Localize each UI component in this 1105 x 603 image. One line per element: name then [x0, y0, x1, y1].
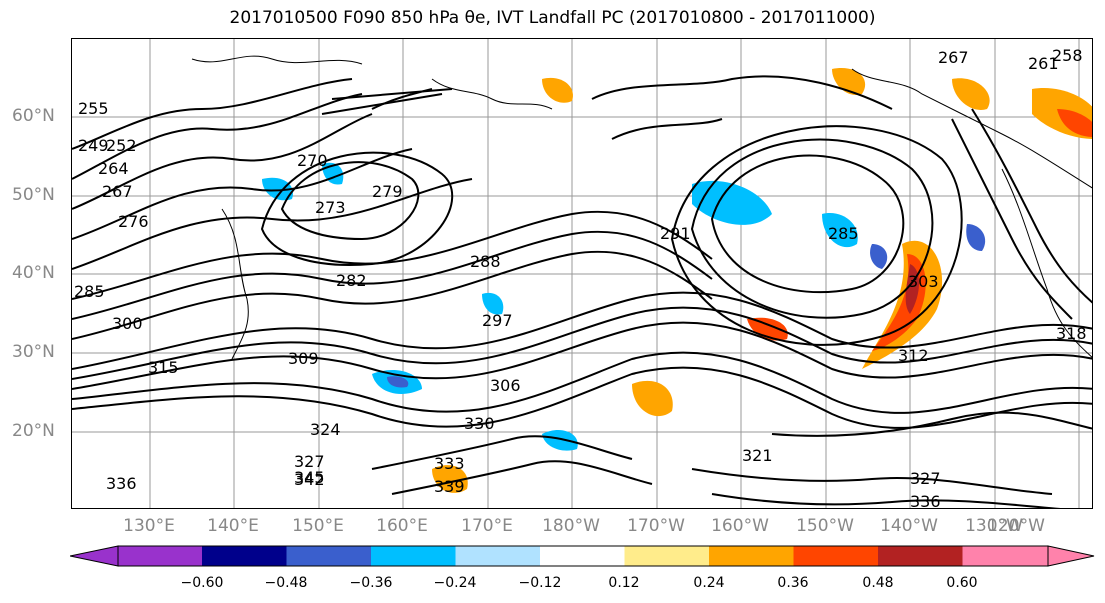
colorbar-tick: −0.12 — [518, 575, 562, 591]
contour-label: 330 — [464, 414, 495, 433]
colorbar-segment — [286, 546, 371, 566]
contour-label: 300 — [112, 314, 143, 333]
colorbar-segment — [371, 546, 456, 566]
contour-label: 264 — [98, 159, 129, 178]
lat-label-50n: 50°N — [12, 185, 55, 205]
lon-label-130e: 130°E — [123, 516, 175, 536]
lon-label-170w: 170°W — [627, 516, 685, 536]
lon-label-130w: 130°W — [965, 516, 1023, 536]
colorbar-segment — [455, 546, 540, 566]
contour-label: 291 — [660, 224, 691, 243]
contour-label: 255 — [78, 99, 109, 118]
colorbar — [70, 545, 1095, 567]
contour-label: 339 — [434, 477, 465, 496]
contour-label: 318 — [1056, 324, 1087, 343]
contour-label: 327 — [294, 452, 325, 471]
lat-label-30n: 30°N — [12, 342, 55, 362]
contour-label: 324 — [310, 420, 341, 439]
contour-label: 282 — [336, 271, 367, 290]
contour-label: 312 — [898, 346, 929, 365]
lat-label-40n: 40°N — [12, 263, 55, 283]
colorbar-extend-min — [70, 545, 119, 567]
lon-label-140e: 140°E — [207, 516, 259, 536]
colorbar-tick: −0.48 — [264, 575, 308, 591]
theta-e-contours — [72, 75, 1092, 508]
colorbar-segment — [962, 546, 1048, 566]
contour-label: 309 — [288, 349, 319, 368]
contour-label: 258 — [1052, 46, 1083, 65]
lon-label-150e: 150°E — [292, 516, 344, 536]
colorbar-segment — [202, 546, 287, 566]
contour-label: 303 — [908, 272, 939, 291]
contour-label: 273 — [315, 198, 346, 217]
colorbar-segment — [540, 546, 625, 566]
contour-label: 333 — [434, 454, 465, 473]
colorbar-tick: 0.24 — [693, 575, 725, 591]
contour-label: 315 — [148, 358, 179, 377]
contour-label: 297 — [482, 311, 513, 330]
contour-label: 342 — [294, 470, 325, 489]
contour-label: 321 — [742, 446, 773, 465]
contour-label: 249 — [78, 136, 109, 155]
lon-label-170e: 170°E — [461, 516, 513, 536]
contour-label: 279 — [372, 182, 403, 201]
colorbar-tick: −0.60 — [180, 575, 224, 591]
colorbar-tick: −0.24 — [433, 575, 477, 591]
colorbar-tick: 0.60 — [946, 575, 978, 591]
map-title: 2017010500 F090 850 hPa θe, IVT Landfall… — [229, 8, 876, 28]
contour-label: 276 — [118, 212, 149, 231]
coastlines — [191, 55, 1092, 360]
lon-label-180w: 180°W — [542, 516, 600, 536]
lon-label-160e: 160°E — [376, 516, 428, 536]
lon-label-160w: 160°W — [711, 516, 769, 536]
lon-label-150w: 150°W — [796, 516, 854, 536]
colorbar-tick: 0.36 — [777, 575, 809, 591]
contour-label: 285 — [828, 224, 859, 243]
colorbar-tick: 0.48 — [862, 575, 894, 591]
contour-label: 345 — [294, 468, 325, 487]
colorbar-segment — [878, 546, 963, 566]
lat-label-60n: 60°N — [12, 106, 55, 126]
contour-value-labels: 255 249 252 264 267 276 285 300 315 270 … — [74, 46, 1087, 509]
colorbar-segment — [118, 546, 202, 566]
colorbar-segment — [624, 546, 709, 566]
contour-label: 288 — [470, 252, 501, 271]
contour-label: 261 — [1028, 54, 1059, 73]
contour-label: 270 — [297, 151, 328, 170]
map-panel: 255 249 252 264 267 276 285 300 315 270 … — [71, 38, 1093, 509]
colorbar-segment — [709, 546, 794, 566]
contour-label: 267 — [938, 48, 969, 67]
contour-label: 267 — [102, 182, 133, 201]
colorbar-outline — [117, 545, 1049, 567]
lat-label-20n: 20°N — [12, 421, 55, 441]
colorbar-segment — [793, 546, 878, 566]
ivt-shading — [262, 68, 1092, 493]
colorbar-segments — [70, 545, 1095, 567]
contour-map: 255 249 252 264 267 276 285 300 315 270 … — [72, 39, 1092, 509]
contour-label: 327 — [910, 469, 941, 488]
contour-label: 252 — [106, 136, 137, 155]
colorbar-tick: 0.12 — [608, 575, 640, 591]
contour-label: 336 — [910, 492, 941, 509]
contour-label: 336 — [106, 474, 137, 493]
lon-label-120w: 120°W — [987, 516, 1045, 536]
lon-label-140w: 140°W — [880, 516, 938, 536]
contour-label: 306 — [490, 376, 521, 395]
colorbar-extend-max — [1047, 545, 1095, 567]
colorbar-tick: −0.36 — [349, 575, 393, 591]
contour-label: 285 — [74, 282, 105, 301]
